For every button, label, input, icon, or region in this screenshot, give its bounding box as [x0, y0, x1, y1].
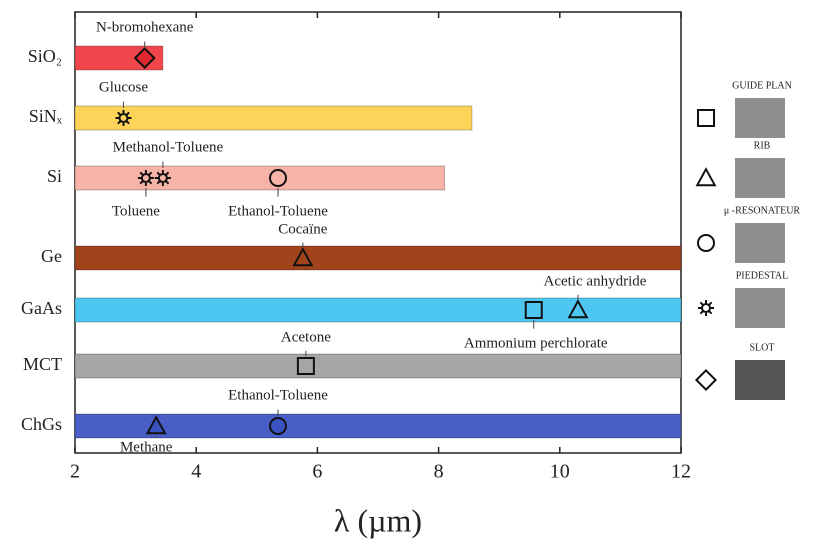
point-label: Ethanol-Toluene	[228, 203, 328, 219]
point-label: Toluene	[112, 203, 160, 219]
legend-label: μ -RESONATEUR	[724, 205, 801, 216]
row-label: Si	[47, 166, 62, 186]
marker	[524, 301, 543, 319]
legend-marker	[695, 167, 717, 187]
legend-marker	[698, 300, 714, 316]
x-tick-label: 8	[434, 461, 444, 483]
point-label: Methanol-Toluene	[113, 139, 224, 155]
legend-image	[735, 158, 785, 198]
legend-label: PIEDESTAL	[736, 270, 789, 281]
range-bar	[74, 165, 446, 191]
legend-label: SLOT	[750, 342, 775, 353]
legend-image	[735, 360, 785, 400]
legend-image	[735, 223, 785, 263]
x-tick-label: 12	[671, 461, 691, 483]
x-tick-label: 4	[191, 461, 201, 483]
marker	[145, 415, 167, 435]
plot-frame	[74, 11, 682, 454]
marker	[137, 170, 154, 186]
point-label: Ammonium perchlorate	[464, 335, 608, 351]
legend-label: GUIDE PLAN	[732, 80, 792, 91]
row-label: ChGs	[21, 414, 62, 434]
marker	[154, 170, 171, 186]
row-label: GaAs	[21, 298, 62, 318]
range-bar	[74, 105, 473, 131]
marker	[133, 46, 156, 70]
legend-image	[735, 98, 785, 138]
range-bar	[74, 353, 682, 379]
marker	[269, 417, 288, 435]
marker	[296, 357, 315, 375]
row-label: SiNₓ	[29, 106, 63, 126]
range-bar	[74, 245, 682, 271]
x-axis-title: λ (µm)	[334, 502, 422, 538]
legend-label: RIB	[754, 140, 771, 151]
marker	[269, 169, 288, 187]
row-label: MCT	[23, 354, 62, 374]
x-tick-label: 10	[550, 461, 570, 483]
x-tick-label: 6	[312, 461, 322, 483]
marker	[115, 110, 132, 126]
legend-marker	[697, 109, 715, 127]
legend-image	[735, 288, 785, 328]
legend-marker	[697, 234, 715, 252]
point-label: Glucose	[99, 79, 148, 95]
point-label: N-bromohexane	[96, 19, 194, 35]
row-label: Ge	[41, 246, 62, 266]
range-bar	[74, 297, 682, 323]
point-label: Cocaïne	[278, 221, 327, 237]
legend-marker	[694, 368, 718, 392]
row-label: SiO₂	[28, 46, 62, 66]
marker	[567, 299, 589, 319]
point-label: Ethanol-Toluene	[228, 387, 328, 403]
point-label: Methane	[120, 439, 173, 455]
point-label: Acetone	[281, 329, 331, 345]
point-label: Acetic anhydride	[544, 273, 647, 289]
marker	[292, 247, 314, 267]
range-bar	[74, 413, 682, 439]
x-tick-label: 2	[70, 461, 80, 483]
